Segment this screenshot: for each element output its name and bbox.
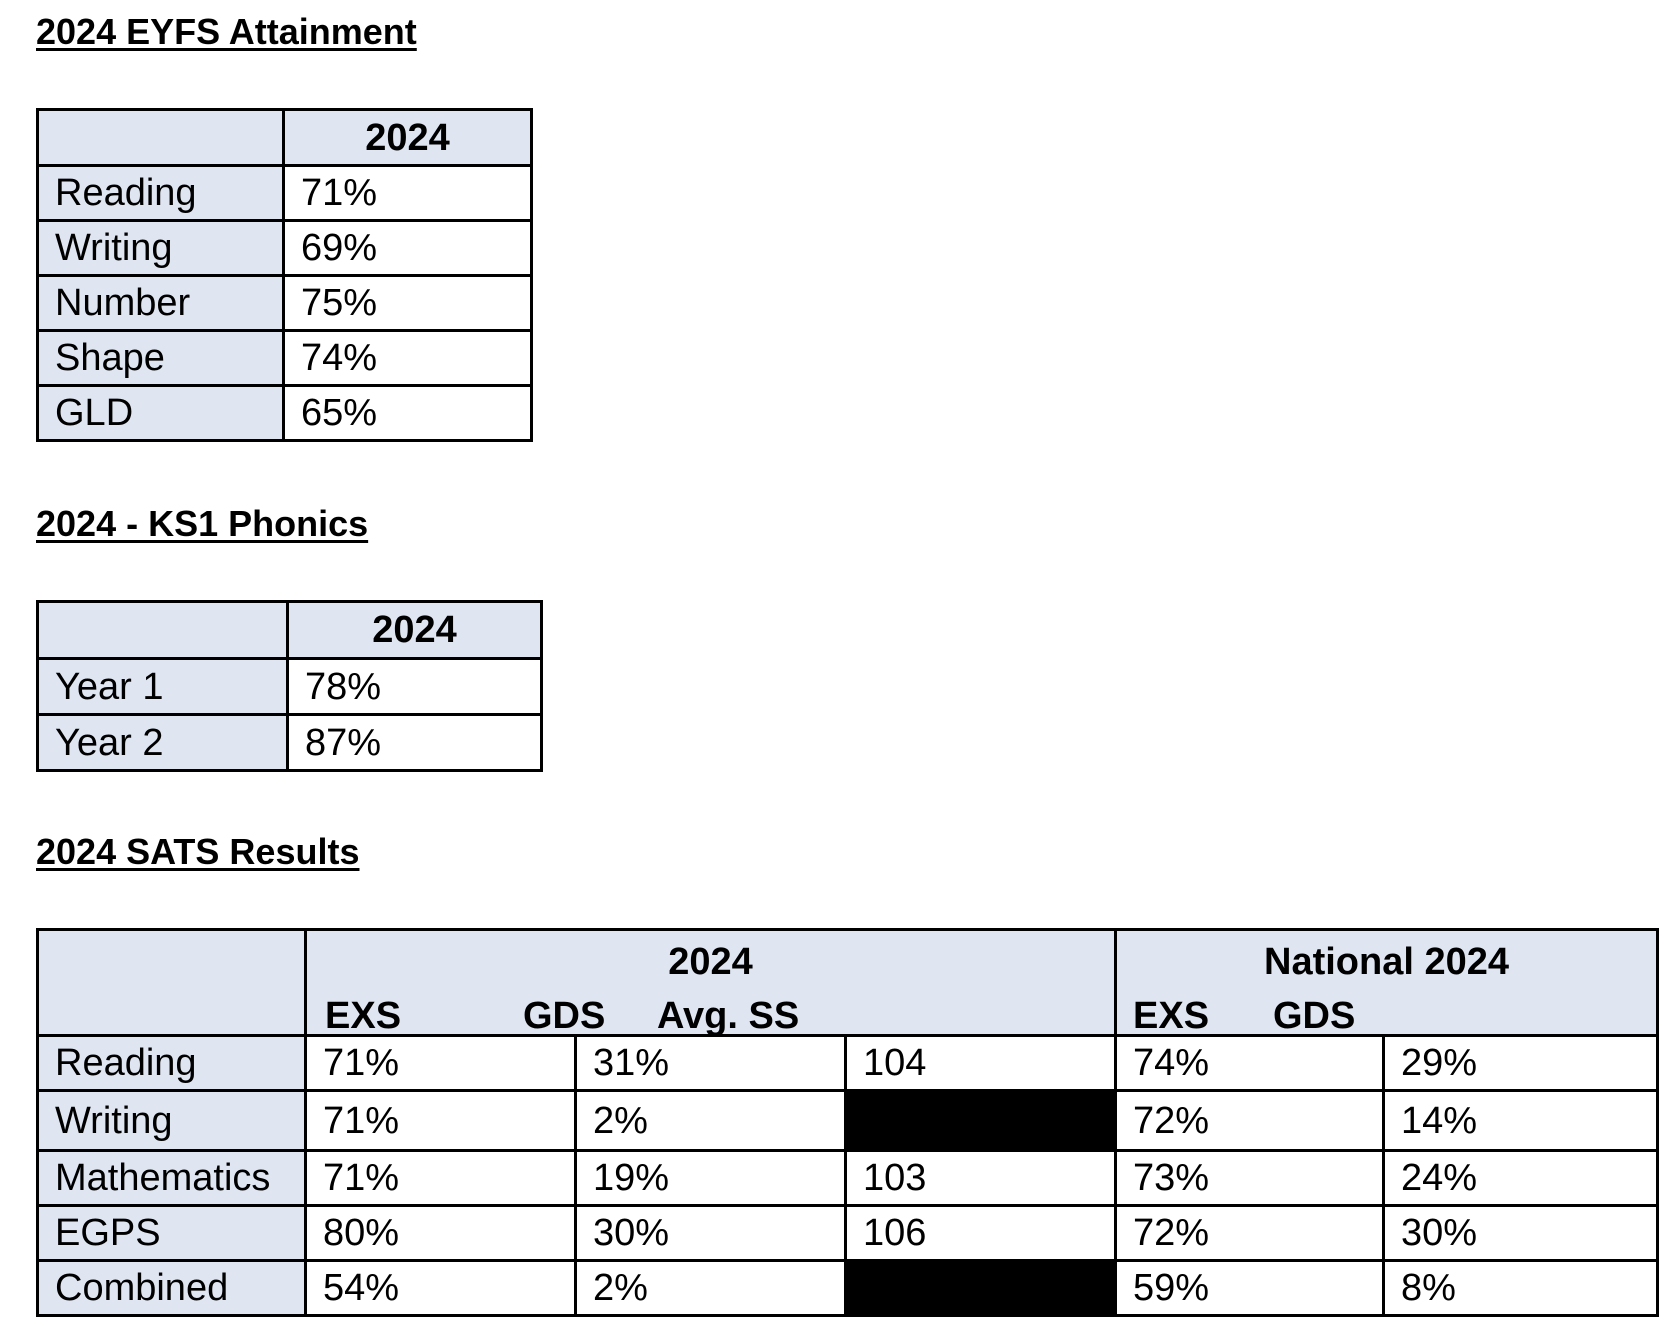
value-cell: 74% [282, 329, 533, 387]
row-label: Number [36, 274, 285, 332]
row-label: EGPS [36, 1204, 307, 1262]
group-title: 2024 [668, 941, 753, 983]
row-label: Writing [36, 1089, 307, 1152]
exs-cell: 71% [304, 1034, 577, 1092]
exs-cell: 54% [304, 1259, 577, 1317]
row-label: Reading [36, 1034, 307, 1092]
exs-cell: 71% [304, 1089, 577, 1152]
gds-cell: 30% [574, 1204, 847, 1262]
gds-cell: 31% [574, 1034, 847, 1092]
table-row: Writing 71% 2% 72% 14% [36, 1089, 1659, 1152]
exs-cell: 80% [304, 1204, 577, 1262]
corner-cell [36, 928, 307, 1037]
corner-cell [36, 108, 285, 167]
row-label: Year 1 [36, 657, 289, 716]
table-header-row: 2024 EXS GDS Avg. SS National 2024 EXS G… [36, 928, 1659, 1037]
table-row: GLD 65% [36, 384, 533, 442]
table-row: Year 2 87% [36, 713, 543, 772]
national-exs-cell: 72% [1114, 1204, 1385, 1262]
row-label: GLD [36, 384, 285, 442]
gds-cell: 2% [574, 1089, 847, 1152]
national-gds-cell: 30% [1382, 1204, 1659, 1262]
avg-ss-cell: 103 [844, 1149, 1117, 1207]
table-row: Reading 71% 31% 104 74% 29% [36, 1034, 1659, 1092]
table-row: EGPS 80% 30% 106 72% 30% [36, 1204, 1659, 1262]
redacted-cell [844, 1089, 1117, 1152]
table-header-row: 2024 [36, 108, 533, 167]
group-title: National 2024 [1264, 941, 1509, 983]
national-exs-cell: 74% [1114, 1034, 1385, 1092]
value-cell: 75% [282, 274, 533, 332]
value-cell: 87% [286, 713, 543, 772]
avg-ss-cell: 104 [844, 1034, 1117, 1092]
eyfs-table: 2024 Reading 71% Writing 69% Number 75% … [36, 108, 533, 442]
column-header: 2024 [286, 600, 543, 660]
value-cell: 65% [282, 384, 533, 442]
national-exs-cell: 72% [1114, 1089, 1385, 1152]
value-cell: 69% [282, 219, 533, 277]
sats-heading: 2024 SATS Results [36, 831, 360, 872]
gds-cell: 19% [574, 1149, 847, 1207]
avg-ss-cell: 106 [844, 1204, 1117, 1262]
gds-cell: 2% [574, 1259, 847, 1317]
table-row: Combined 54% 2% 59% 8% [36, 1259, 1659, 1317]
value-cell: 78% [286, 657, 543, 716]
national-gds-cell: 24% [1382, 1149, 1659, 1207]
table-row: Writing 69% [36, 219, 533, 277]
row-label: Writing [36, 219, 285, 277]
exs-subheader: EXS [325, 995, 402, 1036]
table-row: Mathematics 71% 19% 103 73% 24% [36, 1149, 1659, 1207]
row-label: Reading [36, 164, 285, 222]
national-gds-cell: 29% [1382, 1034, 1659, 1092]
row-label: Mathematics [36, 1149, 307, 1207]
sats-table: 2024 EXS GDS Avg. SS National 2024 EXS G… [36, 928, 1659, 1317]
table-row: Number 75% [36, 274, 533, 332]
row-label: Shape [36, 329, 285, 387]
corner-cell [36, 600, 289, 660]
table-row: Reading 71% [36, 164, 533, 222]
redacted-cell [844, 1259, 1117, 1317]
table-header-row: 2024 [36, 600, 543, 660]
exs-subheader: EXS [1133, 995, 1210, 1036]
exs-cell: 71% [304, 1149, 577, 1207]
avg-ss-subheader: Avg. SS [657, 995, 800, 1036]
phonics-table: 2024 Year 1 78% Year 2 87% [36, 600, 543, 772]
national-gds-cell: 8% [1382, 1259, 1659, 1317]
value-cell: 71% [282, 164, 533, 222]
row-label: Year 2 [36, 713, 289, 772]
group-header-national: National 2024 EXS GDS [1114, 928, 1659, 1037]
national-exs-cell: 59% [1114, 1259, 1385, 1317]
column-header: 2024 [282, 108, 533, 167]
gds-subheader: GDS [523, 995, 606, 1036]
table-row: Year 1 78% [36, 657, 543, 716]
national-gds-cell: 14% [1382, 1089, 1659, 1152]
table-row: Shape 74% [36, 329, 533, 387]
row-label: Combined [36, 1259, 307, 1317]
national-exs-cell: 73% [1114, 1149, 1385, 1207]
gds-subheader: GDS [1273, 995, 1356, 1036]
eyfs-heading: 2024 EYFS Attainment [36, 11, 417, 52]
phonics-heading: 2024 - KS1 Phonics [36, 503, 369, 544]
group-header-2024: 2024 EXS GDS Avg. SS [304, 928, 1117, 1037]
